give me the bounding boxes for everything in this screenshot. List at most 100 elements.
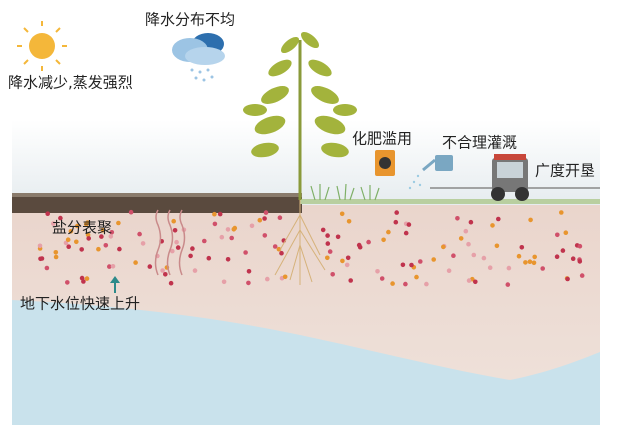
- salt-dot: [325, 233, 330, 238]
- salt-dot: [325, 255, 330, 261]
- salt-dot: [279, 250, 284, 256]
- salt-rise: [154, 209, 186, 276]
- salt-dot: [487, 265, 493, 271]
- salt-dot: [325, 241, 331, 246]
- salt-dot: [393, 219, 399, 225]
- salt-dot: [381, 237, 386, 243]
- salt-dot: [555, 232, 560, 238]
- salt-dot: [272, 244, 278, 249]
- salt-dot: [79, 275, 85, 281]
- salt-dot: [431, 257, 437, 262]
- wavy-arrow: [166, 209, 174, 276]
- salt-dot: [44, 265, 50, 271]
- salt-dot: [340, 258, 345, 264]
- watering-can: [408, 155, 453, 190]
- salt-dot: [249, 223, 255, 229]
- salt-dot: [63, 240, 69, 246]
- salt-dot: [277, 215, 283, 220]
- salt-dot: [257, 217, 263, 223]
- salt-dot: [505, 282, 511, 287]
- wavy-arrow: [178, 209, 186, 276]
- salt-dot: [39, 256, 45, 261]
- cloud: [172, 33, 225, 82]
- irrigation-label: 不合理灌溉: [442, 134, 517, 152]
- salt-dot: [172, 228, 178, 233]
- salt-dot: [390, 281, 395, 286]
- salt-dot: [221, 279, 227, 285]
- salt-dot: [441, 244, 446, 250]
- salt-dot: [335, 234, 341, 240]
- salt-dot: [262, 233, 268, 238]
- salt-dot: [570, 256, 576, 262]
- salt-dot: [458, 236, 464, 241]
- salt-dot: [577, 243, 583, 249]
- salt-dot: [463, 228, 469, 234]
- salt-dot: [171, 218, 176, 224]
- salt-dot: [231, 227, 237, 232]
- salt-dot: [212, 221, 218, 227]
- salt-dot: [84, 276, 90, 281]
- salt-dot: [516, 253, 522, 259]
- fertilizer-label: 化肥滥用: [352, 130, 412, 148]
- salt-dot: [468, 219, 474, 225]
- salt-dot: [563, 230, 569, 235]
- salt-dot: [229, 235, 234, 241]
- salt-dot: [560, 248, 566, 253]
- salt-dot: [496, 216, 501, 222]
- salt-dot: [527, 259, 533, 265]
- salt-dot: [528, 217, 533, 223]
- salt-dot: [418, 259, 423, 264]
- salt-dot: [409, 262, 414, 268]
- salt-dot: [339, 211, 345, 217]
- salt-dot: [100, 228, 106, 233]
- salt-dot: [519, 245, 525, 250]
- salt-dot: [37, 243, 43, 249]
- salt-dot: [206, 255, 212, 261]
- salt-dot: [327, 249, 333, 254]
- salt-dot: [85, 232, 91, 238]
- salt-dot: [403, 281, 408, 287]
- salt-dot: [481, 255, 487, 261]
- salt-label: 盐分表聚: [52, 219, 112, 237]
- salt-dot: [554, 254, 560, 259]
- salt-dot: [403, 230, 409, 236]
- salt-dot: [414, 274, 419, 280]
- salt-dot: [386, 229, 391, 235]
- salt-dot: [246, 280, 251, 286]
- salt-particles: [37, 209, 585, 287]
- wavy-arrow: [154, 209, 162, 276]
- roots: [274, 200, 326, 285]
- salt-dot: [531, 260, 537, 266]
- salt-dot: [53, 250, 59, 255]
- salt-dot: [243, 250, 248, 255]
- salt-dot: [345, 255, 351, 261]
- plant: [243, 31, 357, 200]
- salt-dot: [375, 269, 380, 274]
- salt-dot: [86, 236, 91, 241]
- salt-dot: [579, 273, 585, 278]
- salt-dot: [168, 280, 174, 286]
- grass: [310, 183, 380, 201]
- salt-dot: [58, 215, 63, 221]
- salt-dot: [45, 211, 50, 216]
- salt-dot: [424, 281, 429, 287]
- salt-dot: [103, 243, 109, 248]
- salt-dot: [540, 266, 545, 271]
- salt-dot: [348, 278, 354, 283]
- salt-dot: [110, 264, 116, 269]
- salt-dot: [66, 244, 71, 249]
- salt-dot: [473, 279, 478, 285]
- salt-dot: [53, 254, 59, 260]
- salt-dot: [276, 246, 282, 252]
- salt-dot: [265, 276, 270, 282]
- salt-dot: [65, 280, 70, 285]
- salt-dot: [116, 220, 121, 226]
- salt-dot: [471, 252, 477, 258]
- salt-dot: [133, 260, 138, 265]
- salt-dot: [190, 246, 195, 251]
- salt-dot: [212, 211, 217, 217]
- salt-dot: [225, 257, 231, 262]
- salt-dot: [451, 253, 456, 258]
- salt-dot: [330, 272, 336, 277]
- salt-dot: [346, 219, 352, 224]
